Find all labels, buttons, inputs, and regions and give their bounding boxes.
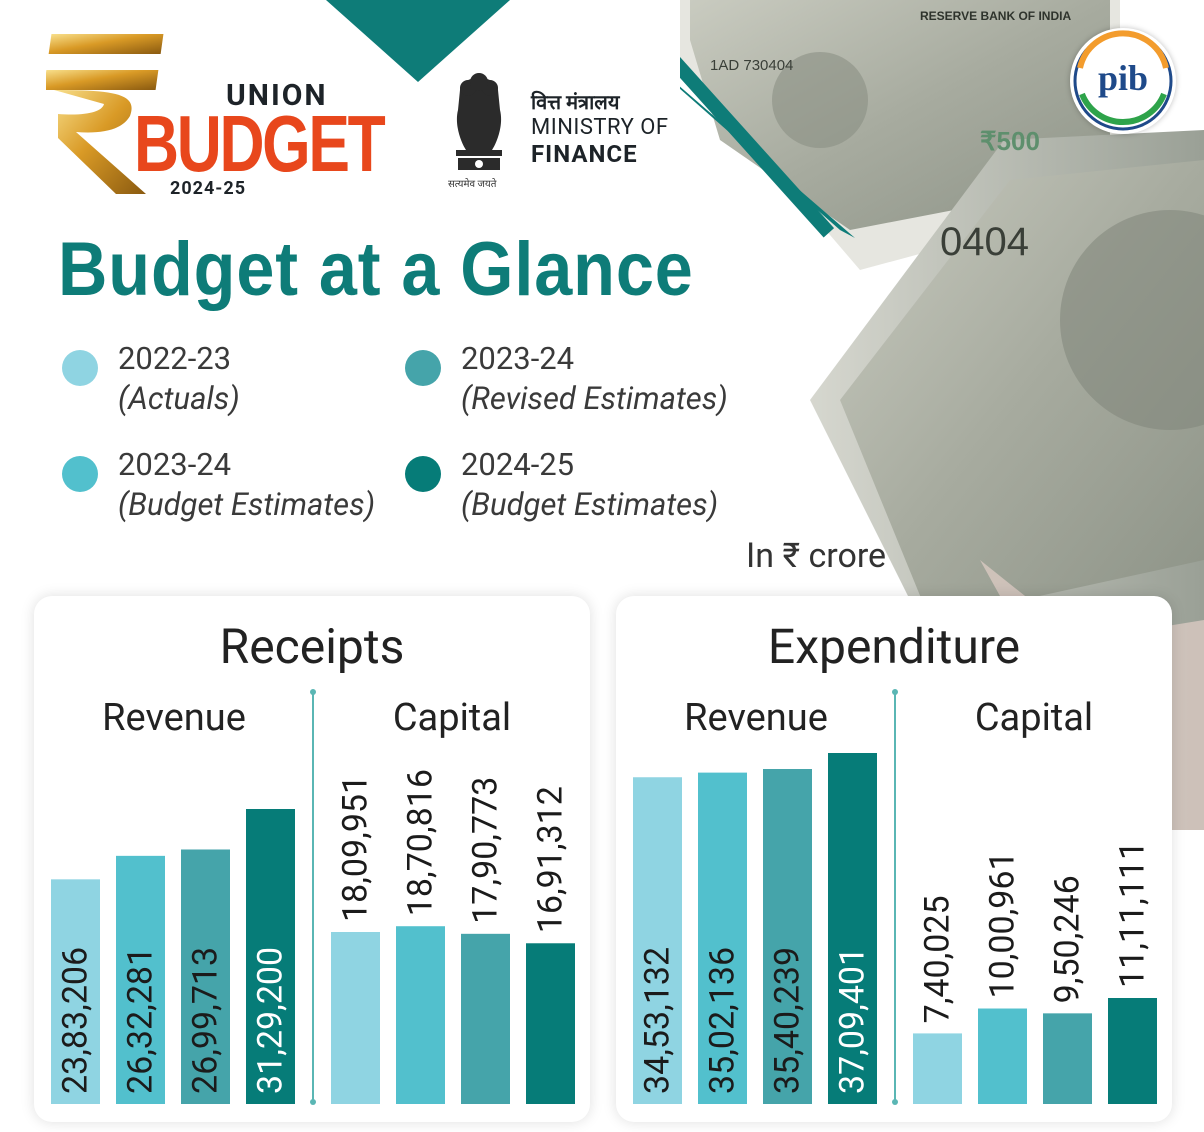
receipts-divider: [310, 689, 316, 1105]
ministry-name-line1: MINISTRY OF: [531, 115, 669, 140]
page-title: Budget at a Glance: [58, 227, 694, 312]
pib-logo: pib: [1070, 28, 1176, 134]
bar: [396, 926, 445, 1104]
legend-swatch: [405, 350, 441, 386]
bar: [633, 777, 682, 1104]
svg-text:1AD 730404: 1AD 730404: [710, 57, 793, 74]
bar: [1108, 998, 1157, 1104]
bar-value-label: 16,91,312: [531, 786, 571, 933]
expenditure-title: Expenditure: [767, 618, 1021, 675]
legend-label: (Budget Estimates): [118, 486, 376, 523]
bar: [181, 849, 230, 1104]
receipts-capital-label: Capital: [392, 696, 512, 740]
bar-value-label: 37,09,401: [833, 947, 873, 1094]
currency-notes-image: 0404 1AD 730404 ₹500 RESERVE BANK OF IND…: [680, 0, 1204, 830]
bar: [978, 1008, 1027, 1104]
bar: [763, 769, 812, 1104]
expenditure-capital-label: Capital: [974, 696, 1094, 740]
bar-value-label: 34,53,132: [638, 947, 678, 1094]
receipts-title: Receipts: [219, 618, 405, 675]
legend-swatch: [62, 350, 98, 386]
expenditure-revenue-label: Revenue: [684, 696, 828, 740]
bar: [526, 943, 575, 1104]
receipts-revenue-label: Revenue: [102, 696, 246, 740]
bar: [913, 1033, 962, 1104]
legend-swatch: [405, 456, 441, 492]
bar-value-label: 11,11,111: [1113, 841, 1153, 988]
svg-text:₹500: ₹500: [980, 126, 1040, 156]
top-decorative-triangle: [326, 0, 510, 82]
bar: [1043, 1013, 1092, 1104]
bar-value-label: 10,00,961: [983, 851, 1023, 998]
svg-text:0404: 0404: [940, 220, 1029, 264]
expenditure-divider: [892, 689, 898, 1105]
bar-value-label: 7,40,025: [918, 895, 958, 1023]
bar-value-label: 35,40,239: [768, 947, 808, 1094]
pib-logo-text: pib: [1098, 58, 1148, 98]
logo-union-text: UNION: [226, 78, 328, 113]
legend-label: (Actuals): [118, 380, 240, 417]
bar-value-label: 23,83,206: [56, 947, 96, 1094]
bar-value-label: 17,90,773: [466, 777, 506, 924]
ministry-name-line2: FINANCE: [531, 140, 638, 168]
legend-year: 2023-24: [461, 340, 575, 377]
bar: [461, 933, 510, 1104]
bar: [698, 772, 747, 1104]
bar-value-label: 9,50,246: [1048, 875, 1088, 1003]
bar: [116, 855, 165, 1104]
logo-year-text: 2024-25: [170, 178, 247, 199]
pib-logo-icon: pib: [1073, 30, 1173, 131]
logo-budget-text: BUDGET: [134, 99, 386, 188]
bar: [331, 932, 380, 1104]
legend-label: (Budget Estimates): [461, 486, 719, 523]
ministry-name-hindi: वित्त मंत्रालय: [531, 90, 620, 114]
legend-year: 2024-25: [461, 446, 575, 483]
bar-value-label: 35,02,136: [703, 947, 743, 1094]
svg-text:RESERVE BANK OF INDIA: RESERVE BANK OF INDIA: [920, 9, 1071, 23]
legend-year: 2023-24: [118, 446, 232, 483]
legend-label: (Revised Estimates): [461, 380, 728, 417]
legend-swatch: [62, 456, 98, 492]
bar-value-label: 18,09,951: [336, 775, 376, 922]
bar: [246, 809, 295, 1104]
bar: [828, 753, 877, 1104]
national-emblem-icon: [456, 73, 502, 170]
bar-value-label: 18,70,816: [401, 769, 441, 916]
unit-note: In ₹ crore: [746, 536, 887, 576]
bar-value-label: 31,29,200: [251, 947, 291, 1094]
rupee-icon: [46, 34, 164, 194]
bar-value-label: 26,99,713: [186, 947, 226, 1094]
legend-year: 2022-23: [118, 340, 232, 377]
emblem-motto: सत्यमेव जयते: [448, 179, 497, 190]
bar-value-label: 26,32,281: [121, 947, 161, 1094]
bar: [51, 879, 100, 1104]
